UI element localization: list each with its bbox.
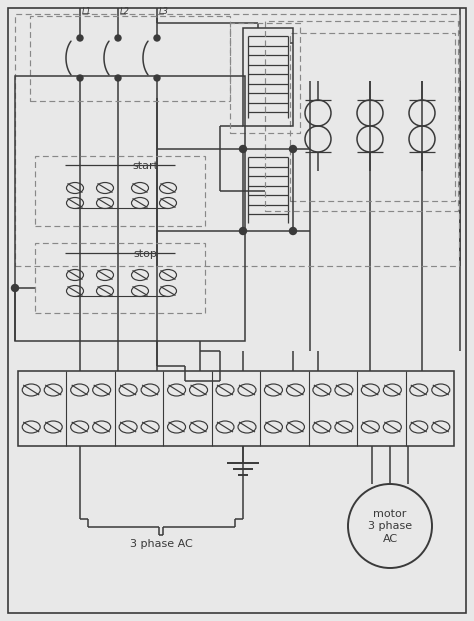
Bar [18, 371, 454, 446]
Circle shape [115, 35, 121, 41]
Bar [35, 243, 205, 313]
Text: start: start [132, 161, 158, 171]
Bar [243, 149, 293, 231]
Bar [243, 28, 293, 126]
Circle shape [77, 75, 83, 81]
Bar [290, 33, 455, 201]
Circle shape [115, 75, 121, 81]
Text: stop: stop [133, 249, 157, 259]
Text: 3 phase: 3 phase [368, 521, 412, 531]
Text: AC: AC [383, 534, 398, 544]
Text: L3: L3 [159, 7, 169, 16]
Text: L2: L2 [120, 7, 130, 16]
Circle shape [11, 284, 18, 291]
Circle shape [239, 145, 246, 153]
Circle shape [77, 35, 83, 41]
Circle shape [154, 75, 160, 81]
Circle shape [290, 145, 297, 153]
Bar [230, 23, 300, 133]
Text: motor: motor [374, 509, 407, 519]
Circle shape [290, 227, 297, 235]
Bar [35, 156, 205, 226]
Bar [265, 21, 458, 211]
Circle shape [239, 227, 246, 235]
Bar [30, 16, 230, 101]
Bar [15, 14, 459, 266]
Text: 3 phase AC: 3 phase AC [130, 539, 193, 549]
Bar [15, 76, 245, 341]
Text: L1: L1 [82, 7, 92, 16]
Circle shape [154, 35, 160, 41]
